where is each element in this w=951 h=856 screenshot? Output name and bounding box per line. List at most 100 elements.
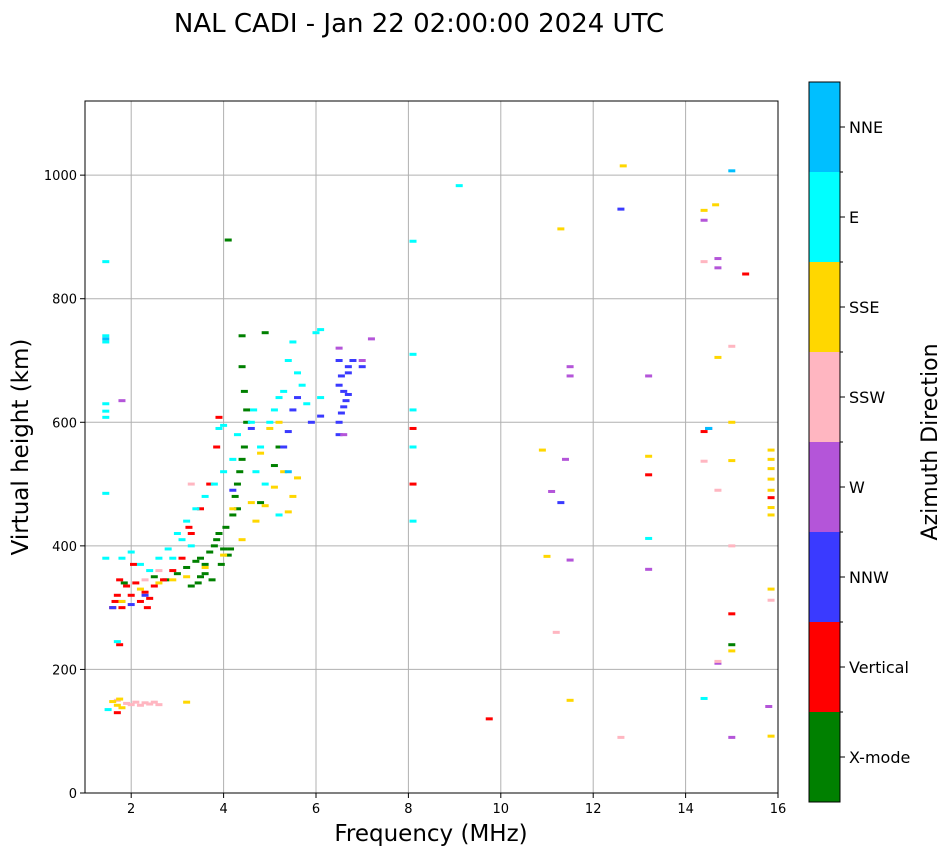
- echo-point: [240, 389, 248, 393]
- echo-point: [566, 365, 574, 369]
- echo-point: [183, 700, 191, 704]
- echo-point: [220, 470, 228, 474]
- echo-point: [617, 207, 625, 211]
- colorbar-segment: [809, 442, 840, 532]
- echo-point: [275, 513, 283, 517]
- echo-point: [409, 519, 417, 523]
- echo-point: [187, 544, 195, 548]
- colorbar-tick-label: W: [849, 478, 865, 497]
- echo-point: [120, 581, 128, 585]
- echo-point: [155, 556, 163, 560]
- y-axis-label: Virtual height (km): [8, 339, 34, 556]
- x-tick-label: 8: [404, 802, 412, 817]
- echo-point: [700, 430, 708, 434]
- echo-point: [335, 346, 343, 350]
- echo-point: [123, 701, 131, 705]
- echo-point: [102, 402, 110, 406]
- echo-point: [700, 696, 708, 700]
- echo-point: [742, 272, 750, 276]
- echo-point: [104, 708, 112, 712]
- echo-point: [187, 482, 195, 486]
- y-tick-label: 800: [52, 293, 77, 308]
- axis-ticks: 2 4 6 8 10 12 14 16 0 200 400 600 800 1000: [44, 169, 786, 817]
- echo-point: [206, 550, 214, 554]
- echo-point: [765, 705, 773, 708]
- echo-point: [215, 415, 223, 419]
- echo-point: [102, 334, 110, 338]
- echo-point: [229, 488, 237, 492]
- echo-point: [136, 562, 144, 566]
- echo-point: [201, 562, 209, 566]
- echo-point: [261, 482, 269, 486]
- colorbar-tick-label: SSW: [849, 388, 885, 407]
- echo-point: [192, 559, 200, 563]
- echo-point: [102, 340, 110, 344]
- echo-point: [224, 553, 232, 557]
- echo-point: [118, 556, 126, 560]
- echo-point: [349, 359, 357, 362]
- echo-point: [155, 703, 163, 707]
- echo-point: [116, 697, 124, 701]
- colorbar-segment: [809, 82, 840, 172]
- echo-point: [247, 501, 255, 505]
- echo-point: [261, 504, 269, 508]
- echo-point: [728, 612, 736, 616]
- echo-point: [132, 581, 140, 585]
- echo-point: [284, 510, 292, 514]
- echo-point: [344, 371, 352, 375]
- echo-point: [150, 575, 158, 579]
- echo-point: [270, 464, 278, 468]
- chart-title: NAL CADI - Jan 22 02:00:00 2024 UTC: [174, 9, 664, 39]
- echo-point: [767, 448, 775, 452]
- echo-point: [280, 445, 288, 449]
- echo-point: [645, 374, 653, 378]
- echo-point: [113, 593, 121, 597]
- echo-point: [312, 331, 320, 335]
- echo-point: [728, 344, 736, 348]
- echo-point: [169, 569, 177, 573]
- x-tick-label: 2: [127, 802, 135, 817]
- echo-point: [229, 513, 237, 517]
- echo-point: [146, 596, 154, 600]
- echo-point: [307, 420, 315, 424]
- echo-point: [340, 405, 348, 409]
- echo-point: [728, 643, 736, 647]
- echo-point: [118, 706, 126, 710]
- echo-point: [238, 334, 246, 338]
- echo-point: [178, 556, 186, 560]
- grid: [85, 101, 779, 794]
- echo-point: [220, 553, 228, 557]
- echo-point: [102, 260, 110, 264]
- echo-point: [700, 260, 708, 264]
- echo-point: [141, 701, 149, 705]
- echo-point: [150, 700, 158, 704]
- echo-point: [714, 661, 722, 665]
- echo-point: [358, 365, 366, 369]
- echo-point: [220, 547, 228, 551]
- echo-point: [557, 227, 565, 231]
- echo-point: [767, 496, 775, 500]
- echo-point: [173, 532, 181, 535]
- echo-point: [102, 337, 110, 341]
- echo-point: [455, 184, 463, 188]
- echo-point: [146, 702, 154, 706]
- echo-point: [409, 482, 417, 486]
- echo-point: [261, 331, 269, 335]
- echo-point: [335, 383, 343, 387]
- echo-point: [714, 488, 722, 492]
- echo-point: [127, 703, 135, 707]
- echo-point: [102, 409, 110, 413]
- echo-point: [146, 569, 154, 573]
- echo-point: [714, 266, 722, 270]
- echo-point: [130, 562, 138, 566]
- echo-point: [257, 451, 265, 455]
- echo-point: [485, 717, 493, 721]
- y-tick-label: 200: [52, 663, 77, 678]
- echo-point: [767, 467, 775, 471]
- echo-point: [127, 550, 135, 554]
- echo-point: [240, 445, 248, 449]
- echo-point: [294, 476, 302, 480]
- echo-point: [197, 556, 204, 560]
- echo-point: [127, 593, 135, 597]
- echo-point: [150, 584, 158, 588]
